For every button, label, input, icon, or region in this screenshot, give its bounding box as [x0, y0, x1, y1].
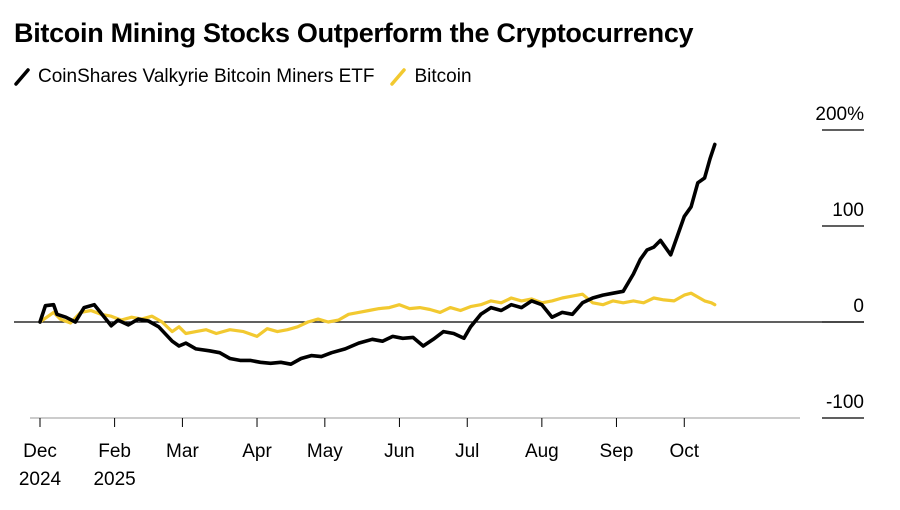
- legend-item-miners-etf: CoinShares Valkyrie Bitcoin Miners ETF: [14, 66, 374, 88]
- x-tick-label: Mar: [166, 441, 199, 462]
- series-lines: [38, 142, 717, 367]
- legend-swatch-miners-etf-line: [14, 68, 30, 86]
- legend-swatch-bitcoin: [390, 68, 407, 86]
- legend-label-miners-etf: CoinShares Valkyrie Bitcoin Miners ETF: [38, 66, 375, 87]
- y-tick-label: 0: [853, 296, 864, 317]
- legend-label-bitcoin: Bitcoin: [414, 66, 472, 87]
- y-tick-label: 200%: [815, 104, 864, 125]
- y-gridlines: [822, 129, 864, 419]
- x-tick-label: Jul: [455, 441, 479, 462]
- y-axis-labels: 200% 100 0 -100: [815, 104, 864, 413]
- x-axis-ticks: Dec 2024 Feb 2025 Mar Apr May Jun Jul Aug Sep Oct: [19, 418, 700, 490]
- x-tick-label: Feb: [98, 441, 131, 462]
- legend-swatch-miners-etf: [14, 68, 30, 86]
- chart-title: Bitcoin Mining Stocks Outperform the Cry…: [14, 18, 694, 48]
- legend: CoinShares Valkyrie Bitcoin Miners ETF B…: [14, 66, 488, 88]
- x-tick-label: Dec: [23, 441, 57, 462]
- legend-item-bitcoin: Bitcoin: [390, 66, 472, 88]
- series-line-bitcoin: [38, 291, 717, 338]
- x-tick-label: Aug: [525, 441, 559, 462]
- x-tick-sublabel: 2025: [93, 469, 135, 490]
- legend-swatch-bitcoin-line: [390, 68, 407, 86]
- y-tick-label: 100: [832, 200, 864, 221]
- series-line-miners-etf: [38, 142, 717, 367]
- x-tick-label: May: [307, 441, 343, 462]
- x-tick-label: Apr: [242, 441, 272, 462]
- x-tick-label: Sep: [600, 441, 634, 462]
- x-tick-label: Oct: [669, 441, 699, 462]
- x-tick-sublabel: 2024: [19, 469, 62, 490]
- x-tick-label: Jun: [384, 441, 415, 462]
- y-tick-label: -100: [826, 392, 864, 413]
